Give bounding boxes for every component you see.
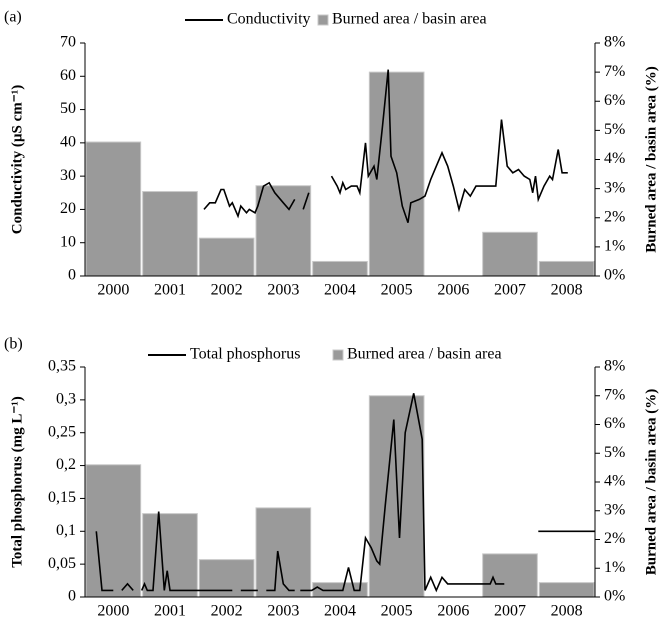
y2-axis-label: Burned area / basin area (%) bbox=[643, 389, 659, 576]
bar bbox=[255, 185, 312, 277]
y2-tick-label: 8% bbox=[604, 34, 625, 51]
data-line bbox=[203, 69, 568, 223]
y2-tick-label: 7% bbox=[604, 63, 625, 80]
legend-label: Conductivity bbox=[227, 11, 311, 28]
x-tick-label: 2001 bbox=[154, 282, 186, 299]
y-tick-label: 50 bbox=[60, 100, 76, 117]
y2-tick-label: 1% bbox=[604, 559, 625, 576]
y-tick-label: 0,35 bbox=[48, 358, 76, 375]
y2-tick-label: 2% bbox=[604, 530, 625, 547]
x-tick-label: 2004 bbox=[324, 282, 356, 299]
legend-label: Burned area / basin area bbox=[347, 346, 502, 363]
bar bbox=[538, 260, 595, 277]
y2-tick-label: 0% bbox=[604, 267, 625, 284]
bar bbox=[482, 553, 538, 598]
x-tick-label: 2006 bbox=[437, 282, 469, 299]
x-tick-label: 2003 bbox=[267, 282, 299, 299]
x-tick-label: 2000 bbox=[97, 282, 129, 299]
y-tick-label: 0 bbox=[68, 267, 76, 284]
y-axis-label: Conductivity (µS cm⁻¹) bbox=[9, 85, 25, 234]
y2-tick-label: 1% bbox=[604, 238, 625, 255]
bar bbox=[368, 395, 425, 598]
y-tick-label: 0,3 bbox=[56, 391, 76, 408]
y2-tick-label: 3% bbox=[604, 501, 625, 518]
y2-tick-label: 0% bbox=[604, 588, 625, 605]
x-tick-label: 2007 bbox=[494, 603, 526, 620]
legend-swatch bbox=[317, 14, 329, 26]
x-tick-label: 2006 bbox=[437, 603, 469, 620]
x-tick-label: 2002 bbox=[211, 603, 243, 620]
y2-tick-label: 7% bbox=[604, 386, 625, 403]
x-tick-label: 2005 bbox=[381, 603, 413, 620]
bar bbox=[312, 260, 368, 277]
y2-tick-label: 4% bbox=[604, 473, 625, 490]
y-tick-label: 0,25 bbox=[48, 423, 76, 440]
bar bbox=[482, 231, 538, 277]
x-tick-label: 2001 bbox=[154, 603, 186, 620]
x-tick-label: 2008 bbox=[551, 603, 583, 620]
legend-swatch bbox=[332, 349, 344, 361]
data-line bbox=[95, 393, 595, 593]
y-tick-label: 20 bbox=[60, 200, 76, 217]
y-tick-label: 0,15 bbox=[48, 489, 76, 506]
x-tick-label: 2000 bbox=[97, 603, 129, 620]
x-tick-label: 2004 bbox=[324, 603, 356, 620]
y-tick-label: 60 bbox=[60, 67, 76, 84]
legend-label: Burned area / basin area bbox=[332, 11, 487, 28]
y-tick-label: 30 bbox=[60, 167, 76, 184]
x-tick-label: 2007 bbox=[494, 282, 526, 299]
y-tick-label: 40 bbox=[60, 134, 76, 151]
y2-tick-label: 3% bbox=[604, 179, 625, 196]
x-tick-label: 2005 bbox=[381, 282, 413, 299]
bar bbox=[142, 513, 198, 598]
y-tick-label: 10 bbox=[60, 233, 76, 250]
y2-tick-label: 4% bbox=[604, 150, 625, 167]
x-tick-label: 2002 bbox=[211, 282, 243, 299]
y-tick-label: 0 bbox=[68, 588, 76, 605]
panel-label: (a) bbox=[4, 9, 22, 26]
panel-label: (b) bbox=[4, 336, 23, 353]
y-tick-label: 0,2 bbox=[56, 456, 76, 473]
y-tick-label: 70 bbox=[60, 34, 76, 51]
y-tick-label: 0,05 bbox=[48, 555, 76, 572]
bar bbox=[198, 237, 255, 277]
y2-tick-label: 8% bbox=[604, 358, 625, 375]
y2-tick-label: 5% bbox=[604, 444, 625, 461]
y2-tick-label: 5% bbox=[604, 121, 625, 138]
y-axis-label: Total phosphorus (mg L⁻¹) bbox=[9, 396, 25, 568]
y2-axis-label: Burned area / basin area (%) bbox=[643, 66, 659, 253]
bar bbox=[142, 191, 198, 277]
bar bbox=[198, 559, 255, 598]
x-tick-label: 2008 bbox=[551, 282, 583, 299]
y2-tick-label: 6% bbox=[604, 92, 625, 109]
bar bbox=[85, 141, 142, 277]
legend-label: Total phosphorus bbox=[190, 346, 300, 363]
x-tick-label: 2003 bbox=[267, 603, 299, 620]
y2-tick-label: 6% bbox=[604, 415, 625, 432]
bar bbox=[538, 582, 595, 598]
bar bbox=[85, 464, 142, 598]
y-tick-label: 0,1 bbox=[56, 522, 76, 539]
y2-tick-label: 2% bbox=[604, 208, 625, 225]
